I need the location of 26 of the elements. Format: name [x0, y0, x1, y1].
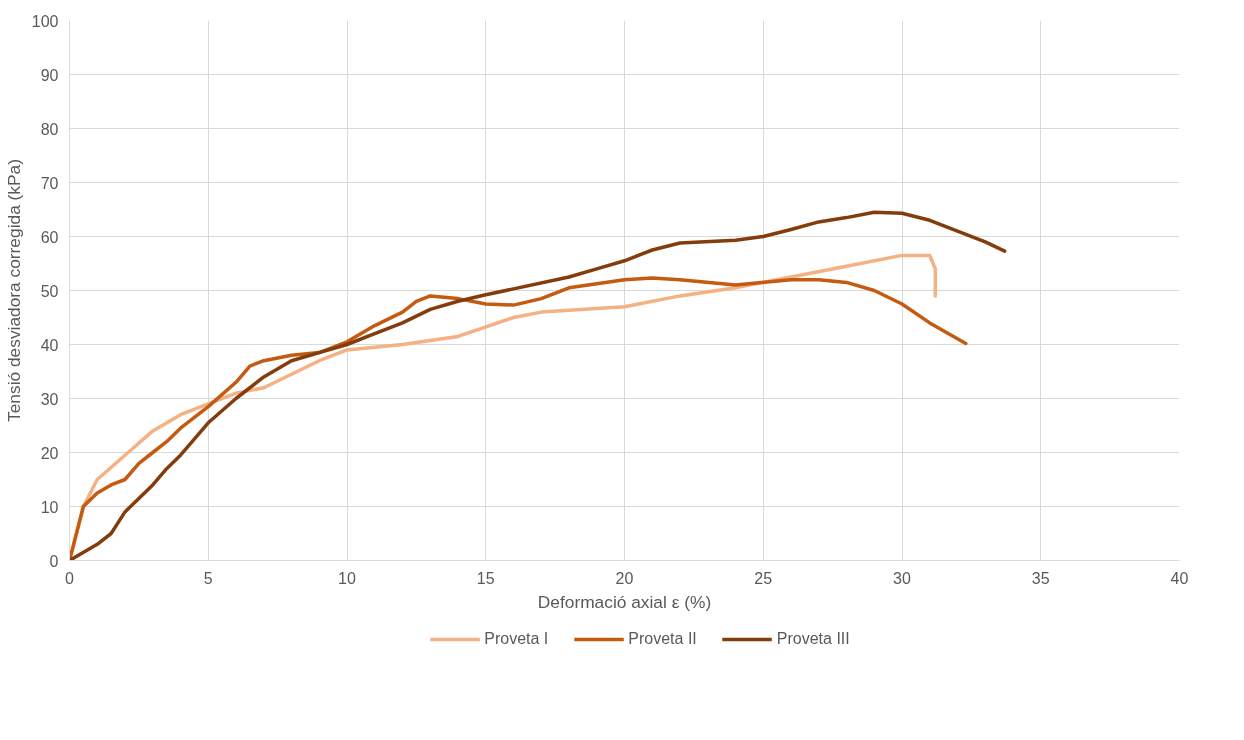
x-tick-label: 20 [615, 569, 634, 587]
y-tick-label: 20 [40, 444, 59, 462]
y-tick-label: 0 [49, 552, 59, 570]
legend-label: Proveta II [628, 630, 697, 648]
y-tick-label: 30 [40, 390, 59, 408]
y-tick-label: 90 [40, 66, 59, 84]
x-tick-label: 5 [203, 569, 213, 587]
x-tick-label: 35 [1031, 569, 1050, 587]
y-tick-label: 60 [40, 228, 59, 246]
y-tick-label: 50 [40, 282, 59, 300]
y-tick-label: 10 [40, 498, 59, 516]
y-axis-title: Tensió desviadora corregida (kPa) [3, 159, 24, 422]
x-tick-label: 40 [1170, 569, 1189, 587]
legend-label: Proveta I [484, 630, 549, 648]
x-tick-label: 25 [754, 569, 773, 587]
y-tick-label: 100 [31, 12, 59, 30]
x-tick-label: 10 [338, 569, 356, 587]
y-tick-label: 70 [40, 174, 59, 192]
line-series [69, 210, 1007, 561]
x-tick-label: 30 [893, 569, 911, 587]
y-tick-label: 40 [40, 336, 59, 354]
y-tick-label: 80 [40, 120, 59, 138]
legend-label: Proveta III [776, 630, 850, 648]
x-tick-label: 15 [476, 569, 495, 587]
x-axis-title: Deformació axial ε (%) [537, 591, 712, 612]
x-tick-label: 0 [65, 569, 75, 587]
